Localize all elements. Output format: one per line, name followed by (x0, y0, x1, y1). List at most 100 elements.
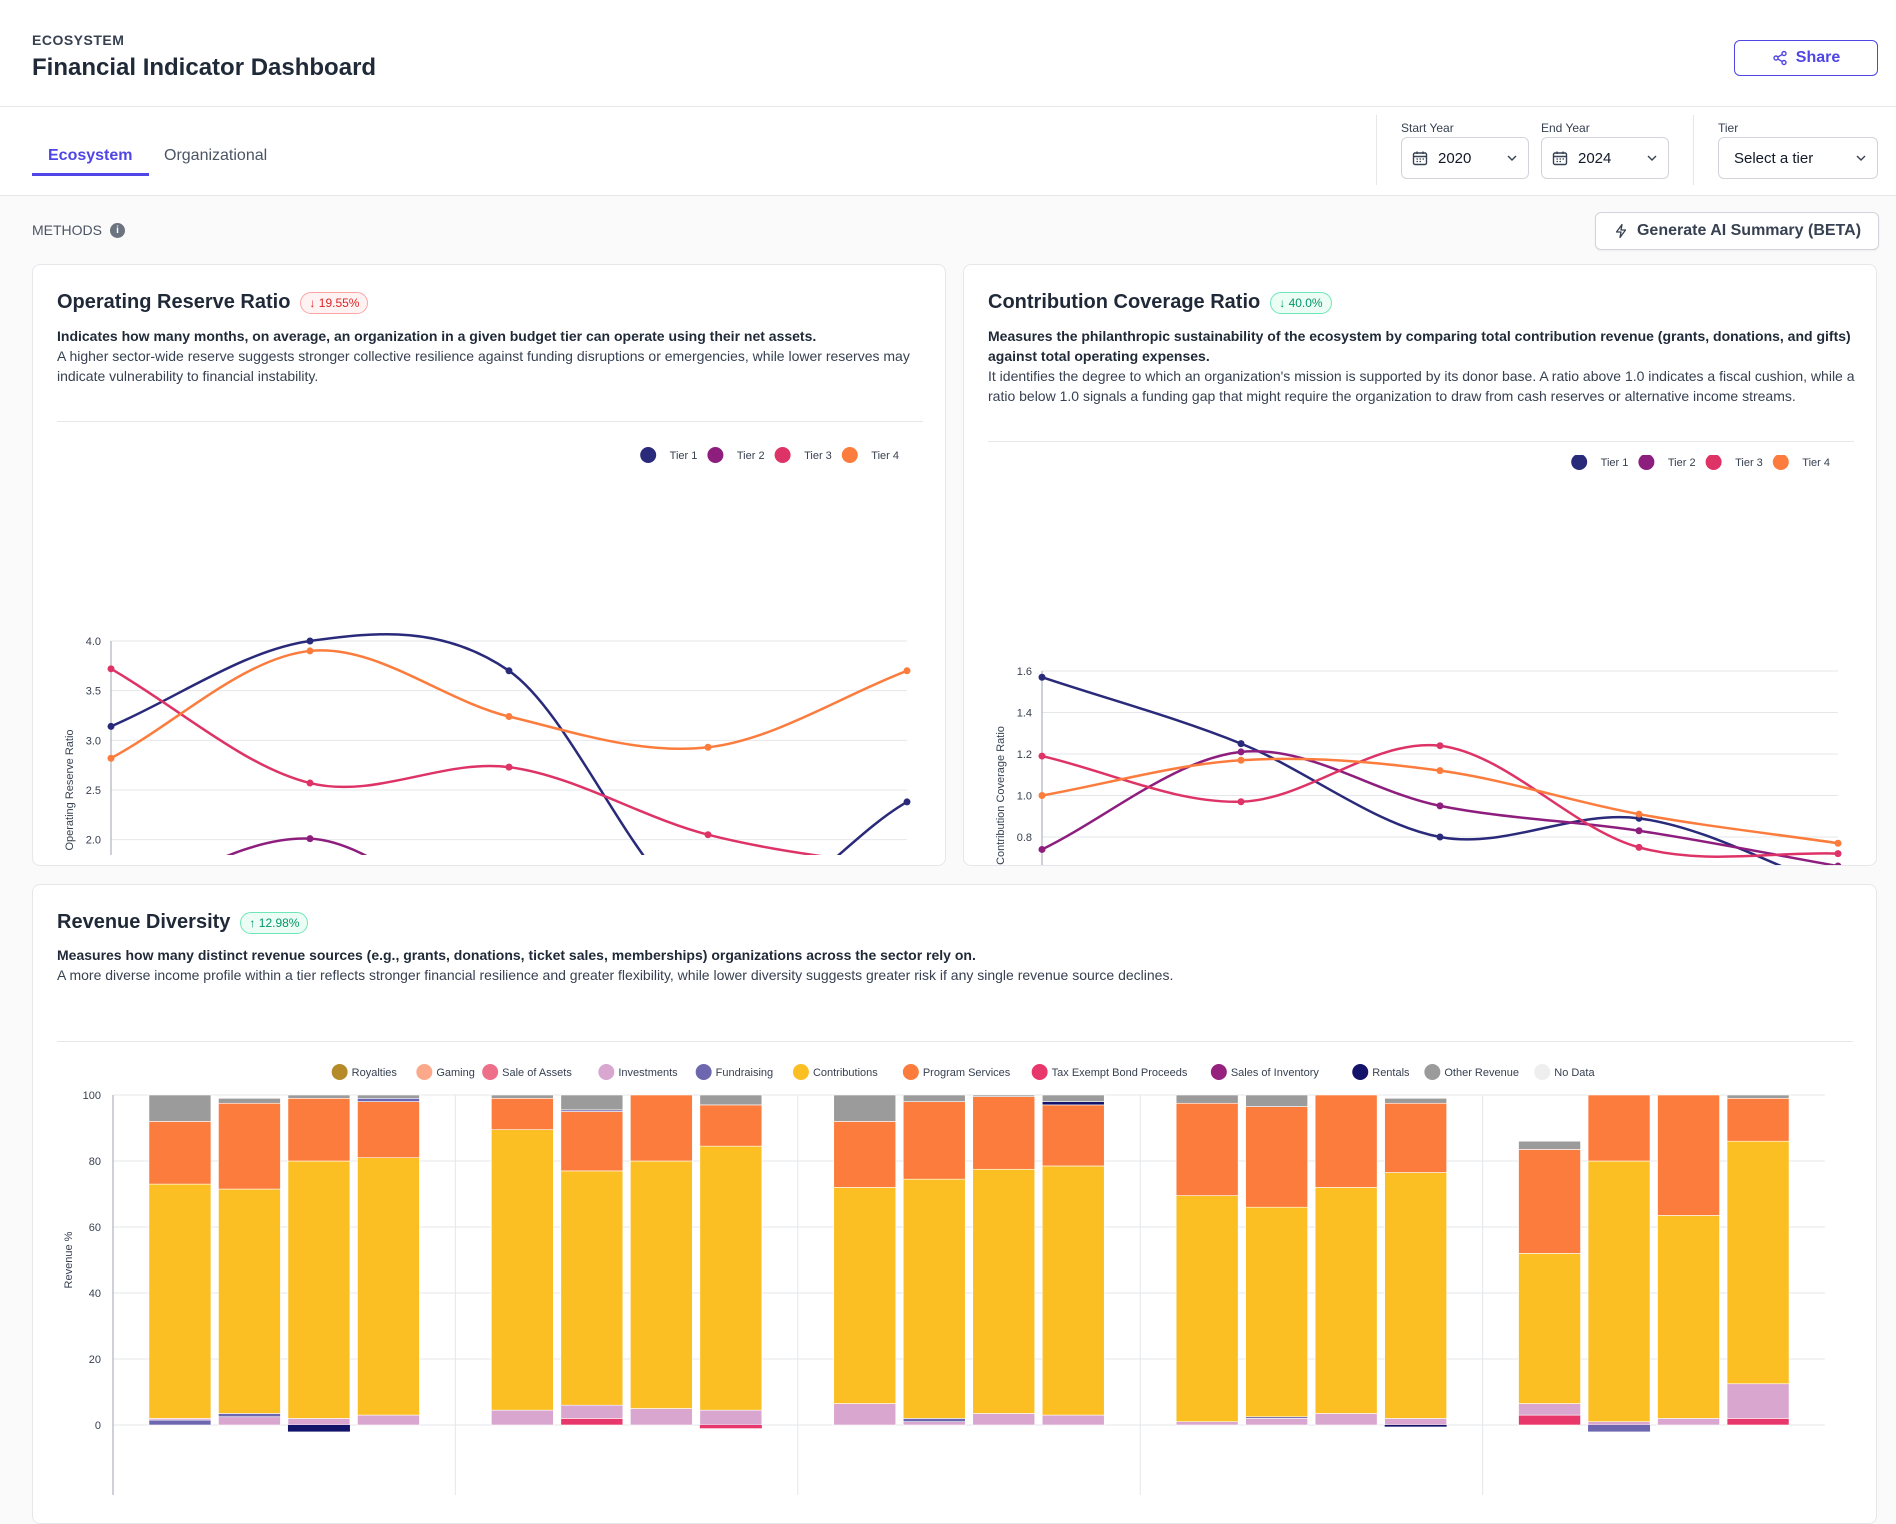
share-button[interactable]: Share (1734, 40, 1878, 76)
card-title-text: Contribution Coverage Ratio (988, 291, 1261, 313)
calendar-icon (1412, 151, 1428, 166)
data-point (306, 835, 314, 843)
chevron-down-icon (1507, 155, 1517, 161)
legend-label: Other Revenue (1444, 1067, 1519, 1079)
card-description-body: A more diverse income profile within a t… (57, 967, 1174, 983)
data-point (903, 667, 911, 675)
bar-segment (972, 1168, 1036, 1414)
y-tick-label: 2.5 (86, 785, 101, 797)
data-point (1237, 798, 1245, 806)
data-point (1038, 673, 1046, 681)
tab-organizational[interactable]: Organizational (164, 147, 268, 164)
info-icon[interactable]: i (110, 222, 125, 238)
y-tick-label: 1.4 (1017, 708, 1032, 720)
legend-label: Royalties (352, 1067, 398, 1079)
data-point (1038, 845, 1046, 853)
series-line (110, 633, 908, 855)
bar-segment (1657, 1215, 1720, 1419)
y-tick-label: 20 (89, 1354, 101, 1366)
bar-segment (148, 1183, 212, 1419)
bar-segment (357, 1097, 420, 1102)
toolbar: Ecosystem Organizational Start Year 2020… (0, 107, 1896, 196)
legend-marker (1534, 1064, 1551, 1080)
legend-marker (792, 1064, 809, 1080)
bar-segment (1175, 1421, 1239, 1426)
legend-marker (331, 1064, 348, 1080)
bar-segment (560, 1170, 624, 1406)
series-line (110, 667, 822, 855)
bar-segment (1726, 1383, 1790, 1419)
operating-reserve-chart: 1.01.52.02.53.03.54.02020202120222023202… (64, 447, 911, 855)
change-badge: ↓ 40.0% (1270, 291, 1332, 314)
bar-segment (1384, 1418, 1447, 1426)
data-point (1436, 802, 1444, 810)
data-point (1436, 742, 1444, 750)
y-tick-label: 1.2 (1017, 749, 1032, 761)
y-tick-label: 1.0 (1017, 791, 1032, 803)
bar-segment (357, 1414, 420, 1426)
ai-summary-label: Generate AI Summary (BETA) (1636, 222, 1862, 239)
bar-segment (1726, 1097, 1790, 1142)
bar-segment (1041, 1104, 1105, 1167)
toolbar-divider (1376, 115, 1377, 185)
bar-segment (630, 1408, 693, 1426)
data-point (505, 667, 513, 675)
lightning-icon (1615, 223, 1627, 239)
bar-segment (218, 1413, 281, 1418)
card-title: Contribution Coverage Ratio ↓ 40.0% (988, 291, 1332, 314)
bar-segment (1314, 1094, 1378, 1188)
start-year-select[interactable]: 2020 (1401, 137, 1529, 179)
bar-segment (902, 1101, 966, 1180)
y-tick-label: 60 (89, 1222, 101, 1234)
bar-segment (1587, 1421, 1651, 1426)
bar-segment (491, 1097, 554, 1130)
calendar-icon (1552, 151, 1568, 166)
bar-segment (1657, 1418, 1720, 1426)
y-tick-label: 80 (89, 1156, 101, 1168)
share-label: Share (1795, 49, 1841, 66)
share-icon (1773, 50, 1787, 66)
y-tick-label: 1.6 (1017, 666, 1032, 678)
bar-segment (1314, 1413, 1378, 1426)
end-year-select[interactable]: 2024 (1541, 137, 1669, 179)
bar-segment (560, 1111, 624, 1172)
tier-label: Tier (1718, 121, 1739, 135)
bar-segment (491, 1129, 554, 1411)
bar-segment (1041, 1414, 1105, 1426)
bar-segment (1245, 1106, 1308, 1208)
data-point (1237, 756, 1245, 764)
data-point (704, 831, 712, 839)
data-point (903, 798, 911, 806)
legend-label: Tax Exempt Bond Proceeds (1052, 1067, 1188, 1079)
methods-toggle[interactable]: METHODS i (32, 222, 125, 238)
contribution-coverage-chart: 0.40.60.81.01.21.41.62020202120222023202… (995, 455, 1842, 865)
legend-label: Tier 1 (1601, 457, 1629, 469)
legend-marker (1210, 1064, 1227, 1080)
legend-label: Program Services (923, 1067, 1011, 1079)
data-point (1834, 850, 1842, 858)
card-description-lead: Measures how many distinct revenue sourc… (57, 947, 976, 963)
card-title: Revenue Diversity ↑ 12.98% (57, 911, 309, 934)
data-point (107, 722, 115, 730)
legend-label: Rentals (1372, 1067, 1410, 1079)
end-year-label: End Year (1541, 121, 1590, 135)
chevron-down-icon (1856, 155, 1866, 161)
generate-ai-summary-button[interactable]: Generate AI Summary (BETA) (1595, 212, 1879, 250)
data-point (1834, 862, 1842, 865)
bar-segment (560, 1094, 624, 1111)
data-point (505, 712, 513, 720)
tier-select[interactable]: Select a tier (1718, 137, 1878, 179)
bar-segment (287, 1160, 351, 1419)
bar-segment (699, 1094, 763, 1106)
bar-segment (630, 1160, 693, 1409)
bar-segment (972, 1096, 1036, 1170)
bar-segment (1726, 1418, 1790, 1426)
data-point (1038, 792, 1046, 799)
tab-ecosystem[interactable]: Ecosystem (32, 139, 149, 176)
bar-segment (902, 1178, 966, 1419)
bar-segment (1384, 1097, 1447, 1104)
bar-segment (833, 1094, 897, 1122)
bar-segment (1657, 1094, 1720, 1216)
start-year-value: 2020 (1438, 149, 1472, 167)
bar-segment (218, 1188, 281, 1414)
